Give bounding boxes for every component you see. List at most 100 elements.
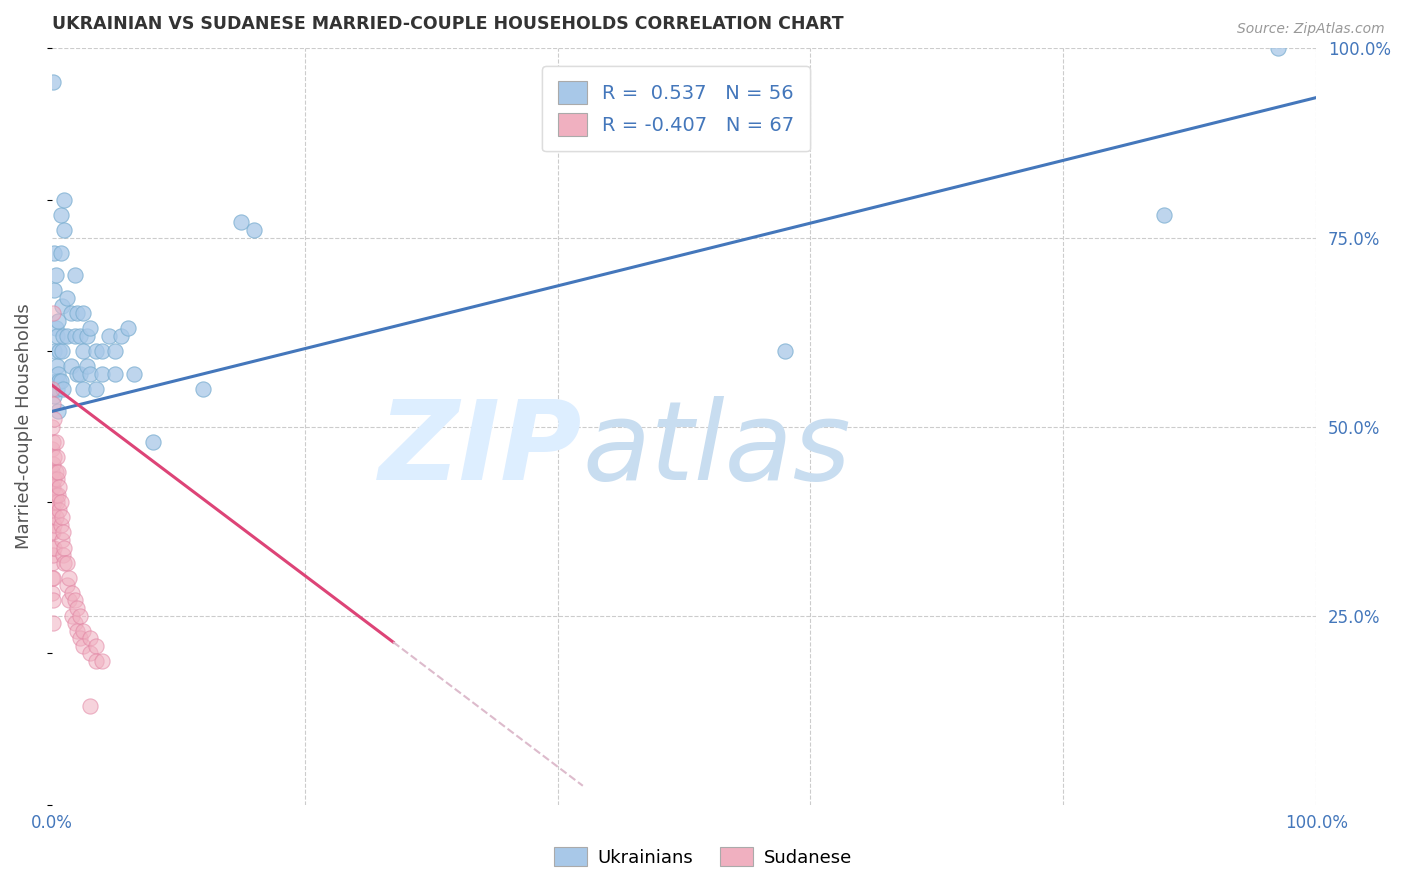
Point — [45, 510, 67, 524]
Text: Source: ZipAtlas.com: Source: ZipAtlas.com — [1237, 22, 1385, 37]
Point — [52, 328, 75, 343]
Point — [79, 367, 101, 381]
Point — [69, 632, 91, 646]
Point — [72, 343, 94, 358]
Point — [84, 343, 107, 358]
Point — [41, 495, 63, 509]
Point — [91, 343, 114, 358]
Point — [42, 571, 65, 585]
Point — [72, 639, 94, 653]
Point — [41, 525, 63, 540]
Point — [122, 367, 145, 381]
Point — [51, 510, 73, 524]
Text: ZIP: ZIP — [380, 396, 583, 503]
Point — [97, 328, 120, 343]
Point — [58, 571, 80, 585]
Point — [104, 367, 127, 381]
Point — [91, 367, 114, 381]
Point — [69, 328, 91, 343]
Point — [51, 343, 73, 358]
Point — [45, 374, 67, 388]
Point — [1267, 41, 1289, 55]
Point — [44, 450, 66, 464]
Point — [1153, 208, 1175, 222]
Point — [45, 473, 67, 487]
Point — [117, 321, 139, 335]
Point — [42, 593, 65, 607]
Point — [79, 321, 101, 335]
Point — [79, 632, 101, 646]
Point — [45, 268, 67, 283]
Point — [66, 306, 89, 320]
Legend: Ukrainians, Sudanese: Ukrainians, Sudanese — [547, 840, 859, 874]
Point — [59, 359, 82, 373]
Point — [44, 343, 66, 358]
Point — [63, 328, 86, 343]
Point — [51, 533, 73, 547]
Point — [41, 556, 63, 570]
Point — [58, 593, 80, 607]
Point — [243, 223, 266, 237]
Point — [72, 382, 94, 396]
Point — [45, 495, 67, 509]
Y-axis label: Married-couple Households: Married-couple Households — [15, 303, 32, 549]
Point — [56, 578, 79, 592]
Point — [69, 367, 91, 381]
Point — [231, 215, 253, 229]
Point — [41, 571, 63, 585]
Point — [42, 502, 65, 516]
Point — [42, 434, 65, 449]
Point — [44, 284, 66, 298]
Point — [45, 434, 67, 449]
Point — [41, 586, 63, 600]
Point — [49, 495, 72, 509]
Point — [49, 517, 72, 532]
Point — [142, 434, 165, 449]
Point — [46, 367, 69, 381]
Point — [44, 473, 66, 487]
Point — [66, 367, 89, 381]
Point — [56, 291, 79, 305]
Point — [41, 419, 63, 434]
Point — [52, 548, 75, 562]
Point — [66, 601, 89, 615]
Point — [48, 374, 70, 388]
Point — [53, 556, 76, 570]
Point — [41, 442, 63, 457]
Point — [46, 465, 69, 479]
Point — [79, 699, 101, 714]
Point — [193, 382, 215, 396]
Point — [63, 268, 86, 283]
Point — [56, 556, 79, 570]
Point — [46, 314, 69, 328]
Point — [72, 624, 94, 638]
Point — [45, 321, 67, 335]
Point — [79, 647, 101, 661]
Point — [773, 343, 796, 358]
Point — [53, 223, 76, 237]
Point — [44, 495, 66, 509]
Point — [59, 306, 82, 320]
Point — [110, 328, 132, 343]
Point — [42, 480, 65, 494]
Point — [49, 374, 72, 388]
Point — [45, 465, 67, 479]
Point — [41, 541, 63, 555]
Point — [42, 397, 65, 411]
Point — [76, 359, 98, 373]
Point — [46, 488, 69, 502]
Point — [42, 458, 65, 472]
Point — [42, 548, 65, 562]
Point — [41, 465, 63, 479]
Point — [72, 306, 94, 320]
Point — [42, 616, 65, 631]
Point — [41, 510, 63, 524]
Point — [63, 593, 86, 607]
Point — [44, 245, 66, 260]
Point — [42, 306, 65, 320]
Point — [84, 654, 107, 668]
Point — [49, 208, 72, 222]
Point — [52, 382, 75, 396]
Point — [51, 299, 73, 313]
Point — [56, 328, 79, 343]
